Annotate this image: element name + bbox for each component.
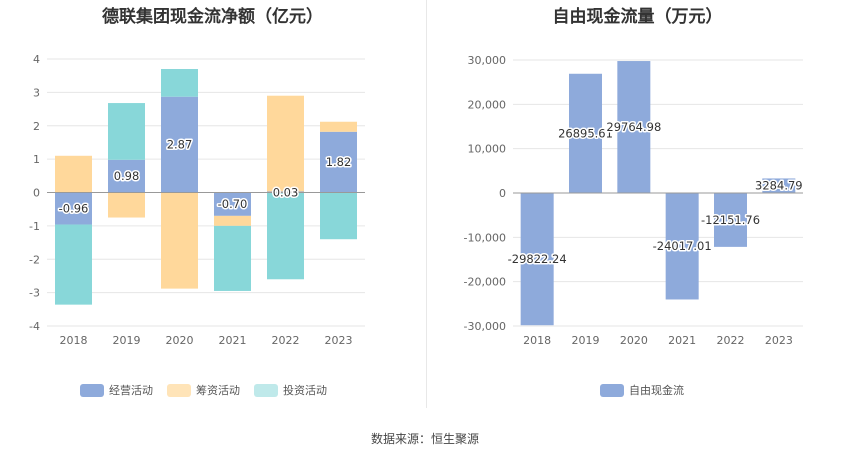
- data-label: -24017.01: [653, 239, 712, 253]
- bar-自由现金流-2022: [714, 193, 747, 247]
- x-tick-label: 2022: [272, 334, 300, 347]
- left-chart-title: 德联集团现金流净额（亿元）: [102, 7, 323, 27]
- bar-投资活动-2022: [267, 192, 304, 280]
- bar-投资活动-2020: [161, 69, 198, 97]
- data-label-halo: -12151.76: [701, 213, 760, 227]
- y-tick-label: 4: [33, 53, 40, 66]
- data-label: -29822.24: [508, 252, 567, 266]
- y-tick-label: 3: [33, 86, 40, 99]
- y-tick-label: -2: [29, 253, 40, 266]
- y-tick-label: 10,000: [468, 143, 507, 156]
- data-label-halo: 2.87: [167, 138, 193, 152]
- data-label: -12151.76: [701, 213, 760, 227]
- data-label-halo: -0.70: [218, 197, 248, 211]
- legend-label-free-cash-flow: 自由现金流: [629, 384, 684, 397]
- legend-swatch-financing: [167, 383, 191, 397]
- x-tick-label: 2023: [765, 334, 793, 347]
- data-label: 26895.61: [558, 126, 613, 140]
- y-tick-label: 2: [33, 120, 40, 133]
- bar-经营活动-2023: [320, 131, 357, 193]
- x-tick-label: 2023: [325, 334, 353, 347]
- x-tick-label: 2019: [113, 334, 141, 347]
- y-tick-label: 20,000: [468, 98, 507, 111]
- chart-divider: [426, 0, 427, 408]
- legend-item-investing[interactable]: 投资活动: [254, 382, 327, 398]
- data-label: 2.87: [167, 138, 193, 152]
- data-label: 29764.98: [606, 120, 661, 134]
- bar-自由现金流-2020: [617, 61, 651, 193]
- legend-swatch-investing: [254, 383, 278, 397]
- legend-label-investing: 投资活动: [283, 384, 327, 397]
- y-tick-label: -4: [29, 320, 40, 333]
- legend-swatch-operating: [80, 383, 104, 397]
- y-tick-label: -3: [29, 287, 40, 300]
- bar-自由现金流-2021: [665, 193, 699, 300]
- x-tick-label: 2020: [166, 334, 194, 347]
- bar-自由现金流-2023: [762, 178, 796, 193]
- bar-投资活动-2023: [320, 192, 357, 240]
- data-label: -0.96: [59, 202, 89, 216]
- data-label: 0.03: [273, 186, 299, 200]
- bar-投资活动-2019: [108, 103, 145, 160]
- x-tick-label: 2020: [620, 334, 648, 347]
- bar-投资活动-2021: [214, 225, 251, 291]
- bar-经营活动-2020: [161, 96, 198, 193]
- bar-经营活动-2019: [108, 159, 145, 193]
- x-tick-label: 2018: [60, 334, 88, 347]
- x-tick-label: 2021: [668, 334, 696, 347]
- data-label-halo: 26895.61: [558, 126, 613, 140]
- legend-swatch-free-cash-flow: [600, 383, 624, 397]
- y-tick-label: 0: [33, 187, 40, 200]
- legend-item-operating[interactable]: 经营活动: [80, 382, 153, 398]
- data-label-halo: 29764.98: [606, 120, 661, 134]
- bar-经营活动-2022: [267, 191, 304, 193]
- bar-经营活动-2021: [214, 192, 251, 216]
- bar-筹资活动-2021: [214, 215, 251, 226]
- x-tick-label: 2021: [219, 334, 247, 347]
- charts-canvas: 4 3 2 1 0 -1 -2 -3 -4 2018 2019 2020 2021 2022 2023 -0.…: [29, 53, 804, 347]
- data-label-halo: 3284.79: [755, 179, 803, 193]
- x-tick-label: 2018: [523, 334, 551, 347]
- y-tick-label: 0: [499, 187, 506, 200]
- data-label-halo: -24017.01: [653, 239, 712, 253]
- legend-label-financing: 筹资活动: [196, 384, 240, 397]
- data-label: 1.82: [326, 155, 352, 169]
- y-tick-label: -1: [29, 220, 40, 233]
- bar-经营活动-2018: [55, 192, 92, 225]
- bar-筹资活动-2019: [108, 192, 145, 218]
- data-label: 3284.79: [755, 179, 803, 193]
- data-label: -0.70: [218, 197, 248, 211]
- legend-label-operating: 经营活动: [109, 384, 153, 397]
- data-source-note: 数据来源：恒生聚源: [370, 432, 479, 446]
- data-label-halo: -29822.24: [508, 252, 567, 266]
- bar-筹资活动-2018: [55, 155, 92, 193]
- y-tick-label: -10,000: [464, 231, 506, 244]
- y-tick-label: -20,000: [464, 276, 506, 289]
- bar-自由现金流-2019: [569, 73, 602, 193]
- x-tick-label: 2019: [572, 334, 600, 347]
- data-label-halo: 0.03: [273, 186, 299, 200]
- y-tick-label: 1: [33, 153, 40, 166]
- y-tick-label: -30,000: [464, 320, 506, 333]
- data-label: 0.98: [114, 169, 140, 183]
- bar-投资活动-2018: [55, 224, 92, 305]
- left-legend: 经营活动 筹资活动 投资活动: [80, 382, 327, 398]
- data-label-halo: 1.82: [326, 155, 352, 169]
- bar-筹资活动-2020: [161, 192, 198, 289]
- data-label-halo: 0.98: [114, 169, 140, 183]
- legend-item-financing[interactable]: 筹资活动: [167, 382, 240, 398]
- right-chart-title: 自由现金流量（万元）: [552, 7, 723, 27]
- x-tick-label: 2022: [717, 334, 745, 347]
- data-label-halo: -0.96: [59, 202, 89, 216]
- bar-筹资活动-2023: [320, 121, 357, 132]
- bar-筹资活动-2022: [267, 95, 304, 192]
- bar-自由现金流-2018: [520, 193, 554, 326]
- legend-item-free-cash-flow[interactable]: 自由现金流: [600, 382, 684, 398]
- right-legend: 自由现金流: [600, 382, 684, 398]
- y-tick-label: 30,000: [468, 54, 507, 67]
